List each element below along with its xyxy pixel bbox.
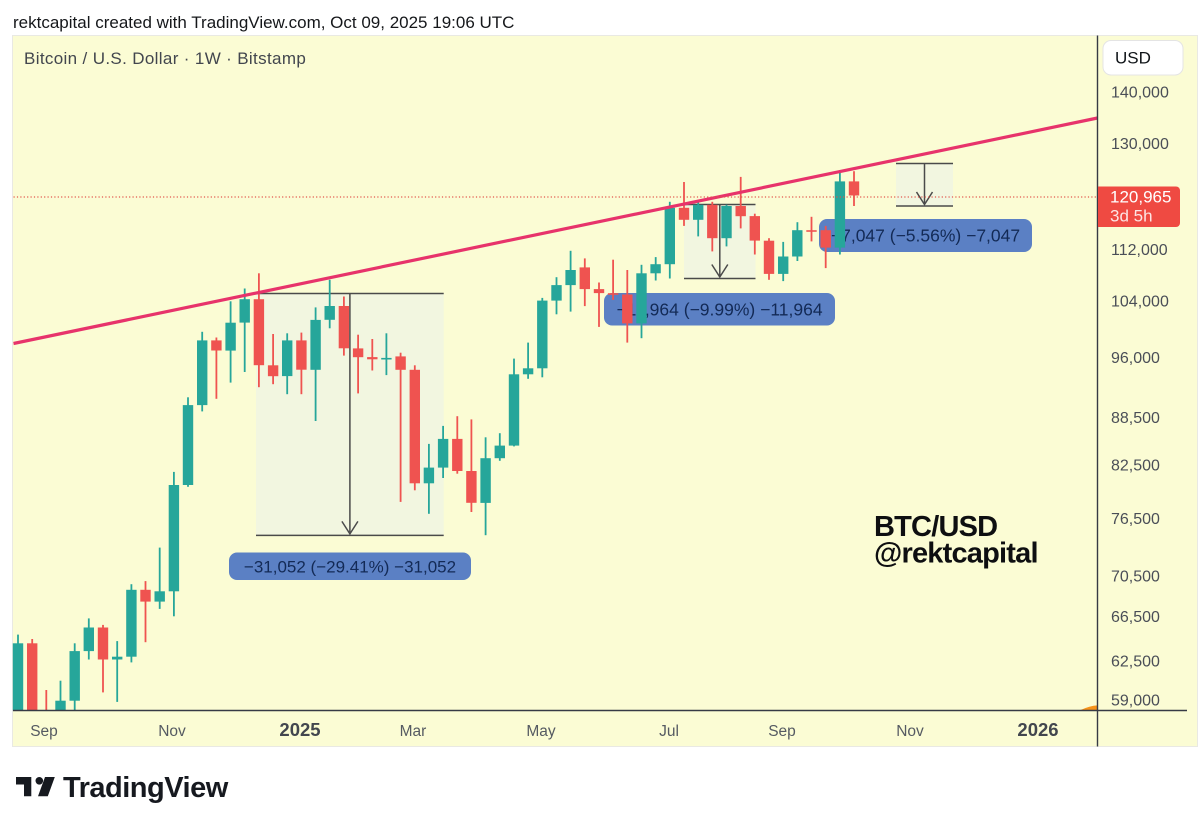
svg-text:USD: USD: [1115, 49, 1151, 68]
svg-text:−11,964 (−9.99%) −11,964: −11,964 (−9.99%) −11,964: [616, 299, 822, 319]
svg-text:130,000: 130,000: [1111, 136, 1169, 153]
svg-text:76,500: 76,500: [1111, 511, 1160, 528]
svg-text:59,000: 59,000: [1111, 693, 1160, 710]
svg-text:70,500: 70,500: [1111, 569, 1160, 586]
svg-text:rektcapital created with Tradi: rektcapital created with TradingView.com…: [13, 13, 514, 32]
svg-text:96,000: 96,000: [1111, 350, 1160, 367]
svg-text:Sep: Sep: [768, 723, 796, 740]
svg-text:TradingView: TradingView: [63, 772, 229, 804]
svg-text:Nov: Nov: [896, 723, 924, 740]
svg-text:112,000: 112,000: [1111, 242, 1168, 259]
svg-text:3d 5h: 3d 5h: [1110, 207, 1153, 226]
svg-text:Sep: Sep: [30, 723, 58, 740]
svg-text:120,965: 120,965: [1110, 188, 1171, 207]
svg-text:62,500: 62,500: [1111, 654, 1160, 671]
svg-text:May: May: [526, 723, 556, 740]
svg-text:Bitcoin / U.S. Dollar · 1W · B: Bitcoin / U.S. Dollar · 1W · Bitstamp: [24, 49, 306, 68]
svg-text:104,000: 104,000: [1111, 294, 1169, 311]
svg-text:2025: 2025: [279, 719, 320, 740]
svg-text:@rektcapital: @rektcapital: [874, 538, 1038, 570]
svg-text:Jul: Jul: [659, 723, 679, 740]
svg-text:Mar: Mar: [400, 723, 427, 740]
svg-text:−31,052 (−29.41%) −31,052: −31,052 (−29.41%) −31,052: [244, 557, 456, 576]
svg-text:BTC/USD: BTC/USD: [874, 511, 997, 543]
svg-text:2026: 2026: [1017, 719, 1058, 740]
svg-text:82,500: 82,500: [1111, 458, 1160, 475]
svg-text:140,000: 140,000: [1111, 85, 1169, 102]
svg-text:Nov: Nov: [158, 723, 186, 740]
svg-text:88,500: 88,500: [1111, 410, 1160, 427]
svg-text:−7,047 (−5.56%) −7,047: −7,047 (−5.56%) −7,047: [831, 226, 1020, 246]
svg-text:66,500: 66,500: [1111, 609, 1160, 626]
